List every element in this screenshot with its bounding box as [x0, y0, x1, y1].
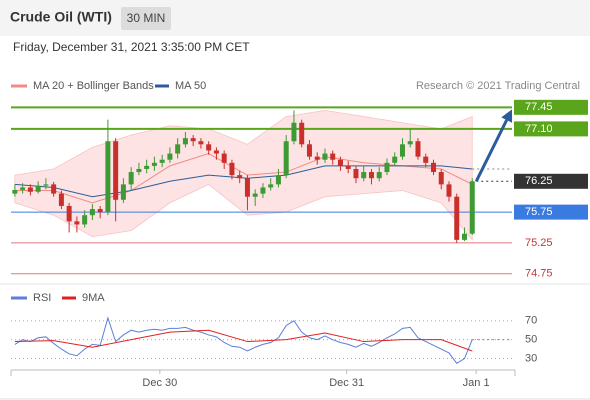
candle-body	[306, 144, 312, 157]
level-label: 77.10	[525, 123, 553, 135]
x-tick-label: Dec 30	[142, 377, 177, 389]
candle-body	[97, 209, 103, 213]
bollinger-band	[14, 110, 473, 241]
candle-body	[345, 165, 351, 169]
candle-body	[399, 144, 405, 157]
candle-body	[128, 172, 134, 185]
candle-body	[113, 141, 119, 200]
candle-body	[213, 150, 219, 154]
candle-body	[82, 215, 88, 225]
candle-body	[51, 184, 57, 194]
candle-body	[392, 156, 398, 163]
level-label-box	[514, 173, 588, 189]
candle-body	[35, 185, 41, 192]
candle-body	[407, 141, 413, 145]
level-label: 77.45	[525, 101, 553, 113]
candle-body	[66, 205, 72, 222]
candle-body	[89, 209, 95, 216]
candle-body	[469, 181, 475, 234]
candle-body	[322, 153, 328, 160]
candle-body	[430, 162, 436, 173]
candle-body	[43, 184, 49, 186]
candle-body	[20, 187, 26, 190]
candle-body	[376, 172, 382, 179]
legend-label: 9MA	[82, 292, 105, 304]
forecast-arrowhead	[501, 109, 513, 123]
candle-body	[151, 162, 157, 166]
level-label: 74.75	[525, 268, 553, 280]
candle-body	[268, 184, 274, 188]
candle-body	[58, 193, 64, 206]
candle-body	[252, 193, 258, 197]
level-label-box	[514, 99, 588, 115]
rsi-tick-label: 30	[525, 352, 537, 364]
x-tick-label: Dec 31	[329, 377, 364, 389]
candle-body	[423, 156, 429, 163]
forecast-arrow	[474, 119, 509, 182]
candle-body	[446, 184, 452, 197]
level-label: 76.25	[525, 175, 553, 187]
candle-body	[283, 141, 289, 176]
candle-body	[461, 233, 467, 240]
candle-body	[330, 153, 336, 160]
candle-body	[361, 172, 367, 179]
timeframe: 30 MIN	[127, 11, 166, 25]
candle-body	[291, 122, 297, 142]
candle-body	[337, 159, 343, 166]
candle-body	[384, 162, 390, 173]
candle-body	[136, 168, 142, 173]
candle-body	[27, 187, 33, 192]
legend-label: RSI	[33, 292, 51, 304]
level-label: 75.25	[525, 237, 553, 249]
candle-body	[237, 175, 243, 179]
level-label-box	[514, 204, 588, 220]
candle-body	[105, 141, 111, 213]
candle-body	[206, 144, 212, 151]
x-tick-label: Jan 1	[463, 377, 490, 389]
candle-body	[415, 141, 421, 157]
candle-body	[198, 141, 204, 145]
candle-body	[244, 178, 250, 197]
candle-body	[175, 144, 181, 154]
candle-body	[299, 122, 305, 145]
rsi-tick-label: 70	[525, 315, 537, 327]
timeframe-badge	[121, 7, 171, 30]
timestamp: Friday, December 31, 2021 3:35:00 PM CET	[13, 40, 250, 54]
candle-body	[368, 172, 374, 179]
candle-body	[144, 165, 150, 169]
candle-body	[120, 184, 126, 200]
candle-body	[260, 187, 266, 194]
candle-body	[167, 153, 173, 160]
legend-label: MA 50	[175, 80, 206, 92]
candle-body	[454, 196, 460, 240]
candle-body	[182, 138, 188, 145]
candle-body	[353, 168, 359, 179]
legend-label: MA 20 + Bollinger Bands	[33, 80, 154, 92]
level-label-box	[514, 121, 588, 137]
rsi-line	[14, 316, 473, 364]
rsi-tick-label: 50	[525, 334, 537, 346]
candle-body	[314, 156, 320, 160]
chart-title: Crude Oil (WTI)	[10, 9, 112, 25]
candle-body	[221, 153, 227, 163]
candle-body	[159, 159, 165, 163]
rsi-ma-line	[14, 329, 473, 352]
candle-body	[74, 221, 80, 225]
header-bar	[0, 0, 590, 36]
level-label: 75.75	[525, 206, 553, 218]
candle-body	[229, 162, 235, 176]
candle-body	[190, 138, 196, 142]
source: Research © 2021 Trading Central	[416, 80, 580, 92]
candle-body	[438, 172, 444, 185]
candle-body	[275, 175, 281, 185]
candle-body	[12, 189, 18, 194]
